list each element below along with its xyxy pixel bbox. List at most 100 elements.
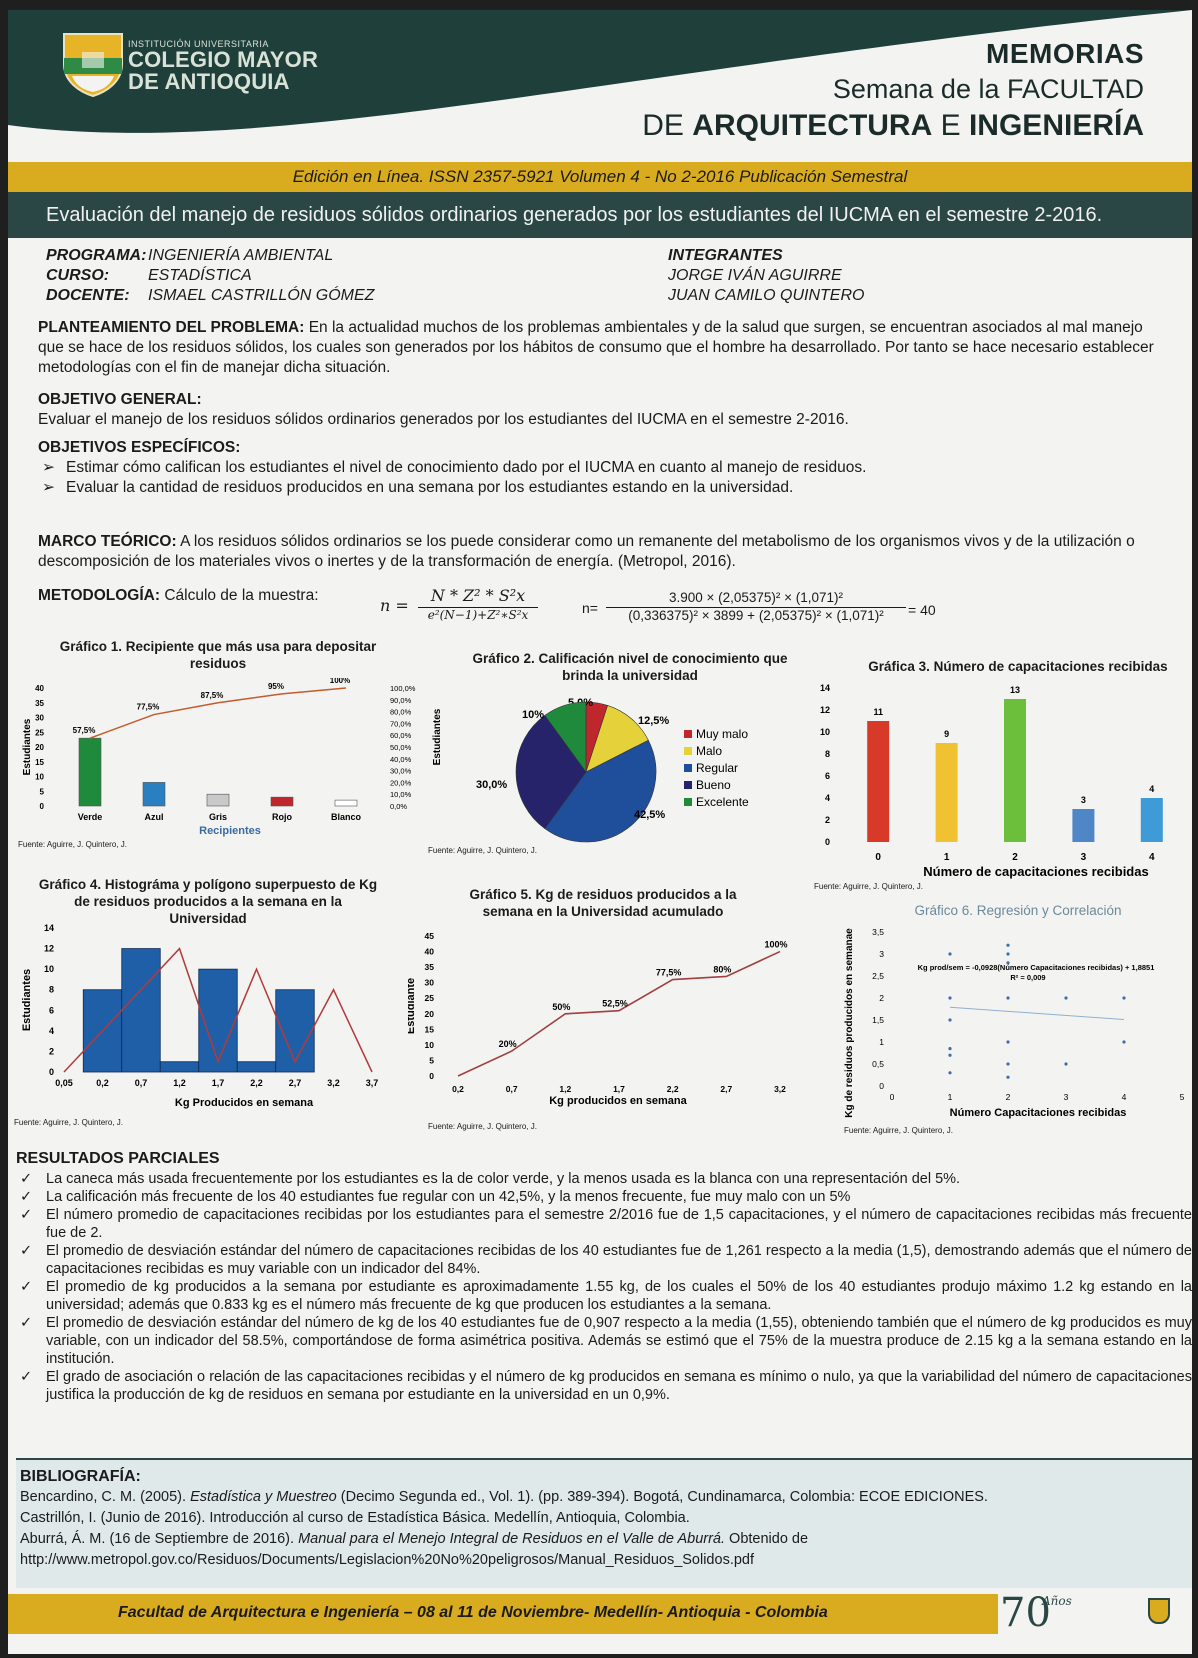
y-tick-label: 15: [35, 758, 44, 767]
histogram-bar: [121, 948, 161, 1073]
x-tick-label: 0: [875, 852, 881, 863]
scatter-point: [948, 1018, 952, 1022]
result-item: La calificación más frecuente de los 40 …: [16, 1188, 1192, 1206]
result-item: La caneca más usada frecuentemente por l…: [16, 1170, 1192, 1188]
title-memorias: MEMORIAS: [986, 38, 1144, 69]
docente-label: DOCENTE:: [46, 287, 130, 304]
chart3: 02468101214Estudiantes110911323344Número…: [808, 683, 1163, 879]
slice-label: 10%: [522, 709, 544, 721]
y-tick-label: 12: [44, 944, 54, 954]
y-tick-label: 1,5: [872, 1015, 884, 1025]
histogram-bar: [159, 1061, 200, 1073]
formula-numerator: N * Z² * S²x: [418, 586, 538, 608]
y2-tick-label: 0,0%: [390, 802, 407, 811]
y-tick-label: 10: [425, 1040, 435, 1050]
title-semana: Semana de la FACULTAD: [832, 74, 1144, 104]
x-tick-label: 2: [1012, 852, 1018, 863]
scatter-point: [948, 996, 952, 1000]
bar: [206, 793, 230, 807]
y-tick-label: 3,5: [872, 927, 884, 937]
y-tick-label: 10: [35, 773, 44, 782]
reference-url[interactable]: http://www.metropol.gov.co/Residuos/Docu…: [20, 1552, 754, 1568]
legend-swatch: [684, 798, 692, 806]
bar: [142, 782, 166, 807]
x-tick-label: 1,7: [212, 1078, 225, 1088]
y-tick-label: 2: [879, 993, 884, 1003]
ref3-title: Manual para el Menejo Integral de Residu…: [298, 1531, 726, 1547]
title-faculty: DE ARQUITECTURA E INGENIERÍA: [642, 109, 1144, 143]
bibliography: BIBLIOGRAFÍA: Bencardino, C. M. (2005). …: [16, 1458, 1192, 1588]
legend-label: Excelente: [696, 795, 749, 809]
legend-swatch: [684, 747, 692, 755]
planteamiento: PLANTEAMIENTO DEL PROBLEMA: En la actual…: [38, 318, 1158, 378]
bar: [867, 721, 890, 842]
x-tick-label: 0: [890, 1092, 895, 1102]
x-tick-label: 2,2: [250, 1078, 263, 1088]
scatter-point: [1006, 1075, 1010, 1079]
bar: [78, 737, 102, 807]
chart6: 0 0,5 1 1,5 2 2,5 3 3,5 0 1 2 3 4 5 Kg de residuos pro…: [844, 927, 1185, 1119]
x-axis-label: Recipientes: [199, 825, 261, 837]
x-tick-label: Azul: [145, 812, 164, 822]
curso-value: ESTADÍSTICA: [148, 267, 252, 284]
chart3-source: Fuente: Aguirre, J. Quintero, J.: [814, 882, 923, 891]
point-label: 20%: [499, 1039, 517, 1049]
chart2: 5,0%12,5%42,5%30,0%10%Muy maloMaloRegula…: [476, 697, 749, 843]
formula-fraction: N * Z² * S²x e²(N−1)+Z²∗S²x: [418, 586, 538, 622]
x-tick-label: Verde: [78, 812, 103, 822]
slice-label: 42,5%: [634, 809, 665, 821]
frequency-polygon: [63, 947, 373, 1073]
objetivo-general-label: OBJETIVO GENERAL:: [38, 391, 202, 408]
y-tick-label: 25: [425, 993, 435, 1003]
y-tick-label: 40: [425, 947, 435, 957]
y2-tick-label: 60,0%: [390, 731, 412, 740]
marco-text: A los residuos sólidos ordinarios se los…: [38, 533, 1135, 570]
point-label: 77,5%: [656, 968, 682, 978]
y-tick-label: 10: [820, 727, 830, 737]
cumulative-label: 95%: [268, 682, 284, 691]
chart4: 0 2 4 6 8 10 12 14 Estudiantes 0,05 0,2 0,7 1,2 1,7 2,…: [21, 923, 378, 1109]
x-tick-label: 5: [1180, 1092, 1185, 1102]
edition-band: Edición en Línea. ISSN 2357-5921 Volumen…: [8, 162, 1192, 192]
x-tick-label: 0,2: [452, 1084, 464, 1094]
title-ingenieria: INGENIERÍA: [968, 109, 1144, 142]
y-tick-label: 8: [825, 749, 830, 759]
data-label: 11: [873, 707, 883, 717]
y2-tick-label: 90,0%: [390, 696, 412, 705]
x-tick-label: 3,2: [327, 1078, 340, 1088]
objetivos-especificos: OBJETIVOS ESPECÍFICOS: Estimar cómo cali…: [38, 438, 1158, 498]
integrantes: INTEGRANTES JORGE IVÁN AGUIRRE JUAN CAMI…: [668, 246, 864, 306]
reference-1: Bencardino, C. M. (2005). Estadística y …: [20, 1487, 1188, 1508]
anniversary-script: Años: [1042, 1594, 1072, 1608]
y2-tick-label: 10,0%: [390, 790, 412, 799]
y-tick-label: 0: [40, 802, 45, 811]
result-item: El grado de asociación o relación de las…: [16, 1368, 1192, 1404]
bar: [270, 796, 294, 807]
x-tick-label: 0,7: [135, 1078, 148, 1088]
chart3-title: Gráfica 3. Número de capacitaciones reci…: [868, 659, 1168, 674]
data-label: 4: [1149, 784, 1154, 794]
y-tick-label: 5: [40, 787, 45, 796]
y-tick-label: 15: [425, 1024, 435, 1034]
y-tick-label: 45: [425, 931, 435, 941]
y-tick-label: 10: [44, 964, 54, 974]
x-tick-label: 4: [1122, 1092, 1127, 1102]
cumulative-line: [89, 687, 347, 739]
chart1: 0 5 10 15 20 25 30 35 40 0,0% 10,0% 20,0% 30,0% 40,0%…: [22, 678, 443, 837]
x-axis-label: Número de capacitaciones recibidas: [923, 864, 1148, 879]
result-item: El número promedio de capacitaciones rec…: [16, 1206, 1192, 1242]
bar: [935, 743, 958, 842]
calc-n-label: n=: [582, 600, 598, 616]
curso-label: CURSO:: [46, 267, 110, 284]
y-tick-label: 2: [49, 1046, 54, 1056]
results: RESULTADOS PARCIALES La caneca más usada…: [16, 1150, 1192, 1404]
calc-denominator: (0,336375)² × 3899 + (2,05375)² × (1,071…: [628, 608, 884, 623]
y-tick-label: 1: [879, 1037, 884, 1047]
scatter-point: [1064, 996, 1068, 1000]
legend-label: Regular: [696, 761, 738, 775]
y2-tick-label: 30,0%: [390, 767, 412, 776]
formula-n-label: n =: [380, 596, 409, 615]
institution-logo: [63, 33, 123, 98]
chart1-source: Fuente: Aguirre, J. Quintero, J.: [18, 840, 127, 849]
ref1-details: (Decimo Segunda ed., Vol. 1). (pp. 389-3…: [336, 1489, 988, 1505]
